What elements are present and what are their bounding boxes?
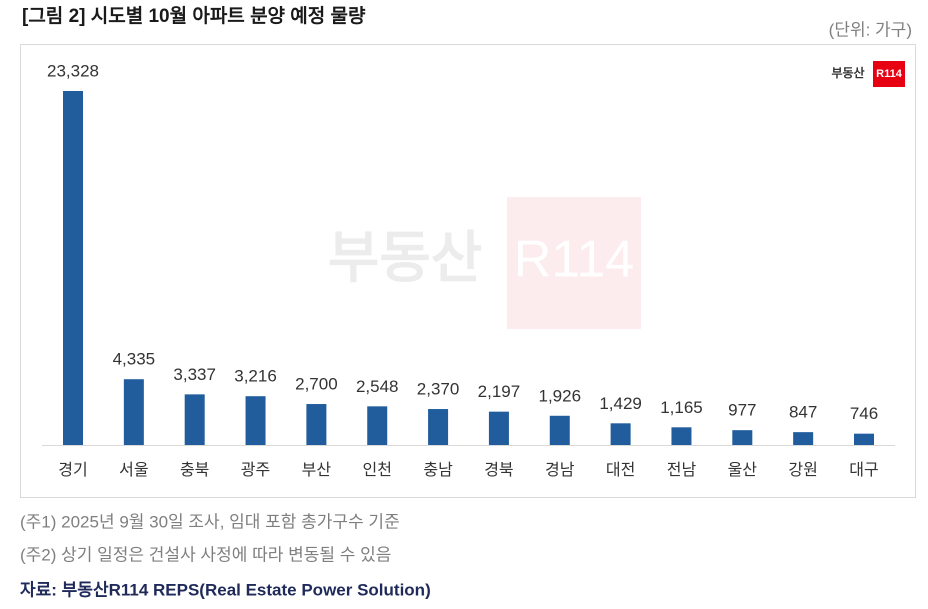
value-label: 2,370 bbox=[417, 380, 460, 399]
x-tick-label: 서울 bbox=[119, 461, 148, 479]
value-label: 2,197 bbox=[478, 382, 521, 401]
x-tick-label: 인천 bbox=[363, 461, 392, 479]
x-tick-label: 경북 bbox=[484, 461, 513, 479]
x-tick-label: 부산 bbox=[302, 461, 332, 479]
x-tick-label: 충남 bbox=[423, 461, 453, 479]
note: (주2) 상기 일정은 건설사 사정에 따라 변동될 수 있음 bbox=[20, 545, 391, 564]
value-label: 2,548 bbox=[356, 377, 399, 396]
bar bbox=[367, 406, 388, 445]
x-tick-label: 울산 bbox=[728, 461, 758, 479]
x-tick-label: 대구 bbox=[849, 461, 878, 479]
value-label: 3,216 bbox=[234, 367, 277, 386]
value-label: 23,328 bbox=[47, 61, 99, 80]
watermark-badge bbox=[507, 197, 641, 329]
bar bbox=[428, 409, 449, 445]
bar bbox=[184, 394, 205, 445]
bar bbox=[549, 415, 570, 445]
value-label: 2,700 bbox=[295, 375, 338, 394]
x-tick-label: 광주 bbox=[241, 461, 270, 479]
x-tick-label: 강원 bbox=[788, 461, 817, 479]
chart-frame bbox=[20, 44, 916, 498]
bar bbox=[610, 423, 631, 445]
bar bbox=[854, 433, 874, 445]
unit-label: (단위: 가구) bbox=[829, 20, 912, 39]
bar bbox=[671, 427, 692, 445]
logo-text: 부동산 bbox=[831, 65, 864, 80]
x-tick-label: 충북 bbox=[180, 461, 209, 479]
watermark-badge-text: R114 bbox=[514, 231, 634, 289]
source: 자료: 부동산R114 REPS(Real Estate Power Solut… bbox=[20, 580, 431, 599]
value-label: 4,335 bbox=[113, 350, 156, 369]
chart-title: [그림 2] 시도별 10월 아파트 분양 예정 물량 bbox=[22, 5, 366, 27]
bar bbox=[793, 432, 814, 445]
value-label: 3,337 bbox=[173, 365, 216, 384]
bar bbox=[63, 91, 83, 445]
bar bbox=[245, 396, 266, 445]
x-tick-label: 대전 bbox=[606, 461, 635, 479]
x-tick-label: 경기 bbox=[58, 461, 87, 479]
watermark: 부동산 R114 bbox=[328, 197, 641, 329]
bar bbox=[488, 411, 509, 445]
x-tick-label: 경남 bbox=[545, 461, 575, 479]
value-label: 1,429 bbox=[599, 394, 642, 413]
bar bbox=[732, 430, 753, 445]
bar bbox=[123, 379, 144, 445]
bar bbox=[306, 404, 327, 445]
value-label: 847 bbox=[789, 403, 817, 422]
logo-badge-text: R114 bbox=[876, 68, 903, 80]
value-label: 746 bbox=[850, 404, 878, 423]
value-label: 977 bbox=[728, 401, 756, 420]
value-label: 1,926 bbox=[538, 386, 581, 405]
watermark-text: 부동산 bbox=[328, 226, 483, 289]
logo-badge bbox=[873, 61, 905, 87]
x-tick-label: 전남 bbox=[667, 461, 697, 479]
note: (주1) 2025년 9월 30일 조사, 임대 포함 총가구수 기준 bbox=[20, 512, 400, 531]
value-label: 1,165 bbox=[660, 398, 703, 417]
